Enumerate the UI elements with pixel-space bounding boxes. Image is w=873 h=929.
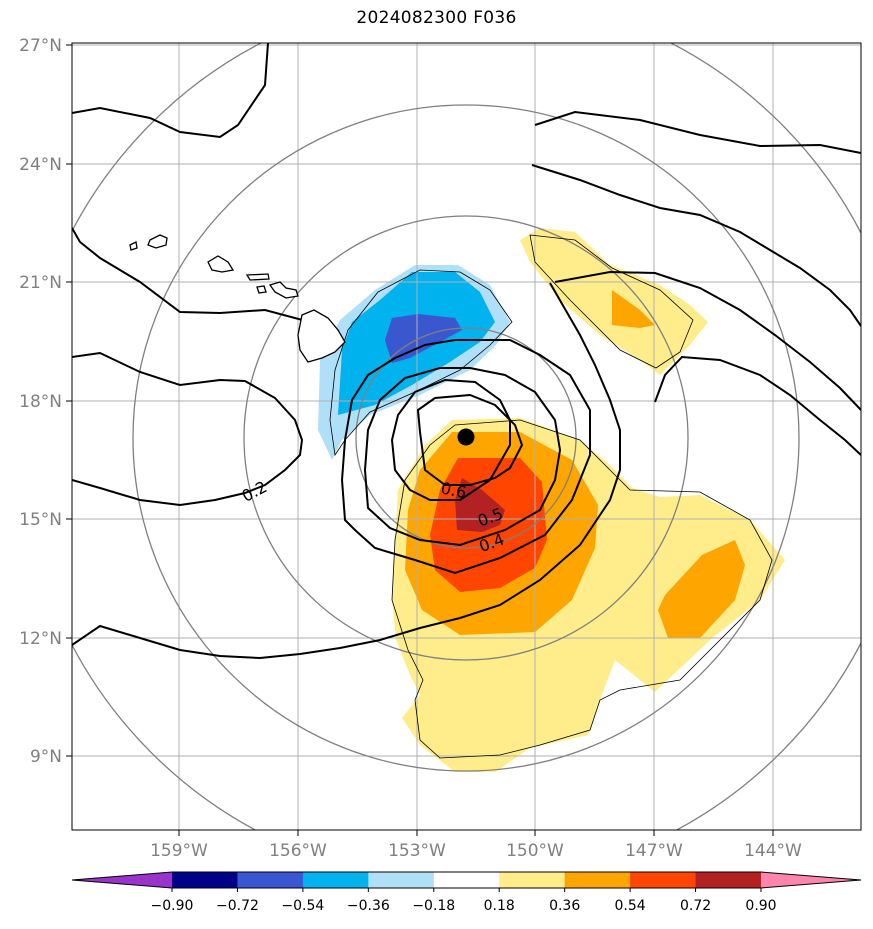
colorbar-extend-low [72,872,172,888]
gridlines [72,43,861,830]
axis-ticks [66,44,774,836]
colorbar: −0.90 −0.72 −0.54 −0.36 −0.18 0.18 0.36 0.54 0.7… [71,871,862,914]
island-lanai [256,285,267,294]
contour-line [534,110,861,154]
island-niihau [129,241,138,251]
shade-positive-0.36 [658,540,745,638]
colorbar-segment [564,872,631,888]
range-rings [72,43,861,830]
island-maui [268,281,299,299]
lon-label: 159°W [150,841,208,861]
map-frame [71,42,862,831]
contour-line [416,393,524,486]
contour-line [72,43,269,139]
island-kauai [147,234,168,249]
lon-label: 156°W [269,841,327,861]
lon-label: 153°W [388,841,446,861]
colorbar-segment [302,872,369,888]
lat-label: 27°N [19,36,62,56]
lat-label: 18°N [19,392,62,412]
coastline [129,234,346,363]
colorbar-segment [237,872,304,888]
contour-line [654,355,861,456]
colorbar-tick-label: −0.72 [216,898,259,914]
storm-center-marker [457,428,475,446]
colorbar-tick-label: 0.72 [680,898,711,914]
colorbar-segment [695,872,762,888]
contours [72,43,861,660]
shade-outline [391,419,773,759]
colorbar-segment [172,872,238,888]
range-ring [132,104,800,772]
contour-line [390,378,511,501]
lat-label: 9°N [30,747,62,767]
colorbar-segment [499,872,566,888]
island-hawaii [297,309,346,363]
contour-line [72,227,331,341]
lon-label: 147°W [625,841,683,861]
contour-line [72,282,621,660]
range-ring [355,327,577,549]
lon-labels: 159°W 156°W 153°W 150°W 147°W 144°W [150,841,802,861]
shade-outline [529,234,694,369]
colorbar-tick-label: −0.90 [151,898,194,914]
range-ring [243,215,689,661]
colorbar-segment [368,872,435,888]
island-oahu [207,255,235,273]
lat-label: 24°N [19,155,62,175]
lon-label: 144°W [744,841,802,861]
lat-label: 12°N [19,629,62,649]
colorbar-tick-label: −0.36 [347,898,390,914]
contour-line [72,351,304,507]
lat-label: 15°N [19,510,62,530]
lat-labels: 27°N 24°N 21°N 18°N 15°N 12°N 9°N [19,36,62,767]
shade-negative-0.54 [385,314,462,363]
lat-label: 21°N [19,273,62,293]
colorbar-tick-label: −0.18 [412,898,455,914]
island-molokai [245,273,270,281]
lon-label: 150°W [506,841,564,861]
colorbar-tick-label: 0.54 [615,898,646,914]
map-title: 2024082300 F036 [356,8,517,28]
colorbar-tick-label: 0.18 [484,898,515,914]
colorbar-tick-label: 0.36 [549,898,580,914]
colorbar-tick-label: −0.54 [281,898,324,914]
contour-label: 0.6 [439,478,468,502]
contour-line [531,164,861,327]
colorbar-extend-high [761,872,861,888]
contour-line [554,270,861,411]
contour-line [363,367,562,547]
contour-line [340,339,591,575]
colorbar-segment [630,872,697,888]
colorbar-tick-label: 0.90 [745,898,776,914]
colorbar-segment [433,872,500,888]
shade-positive-0.36 [612,290,655,328]
